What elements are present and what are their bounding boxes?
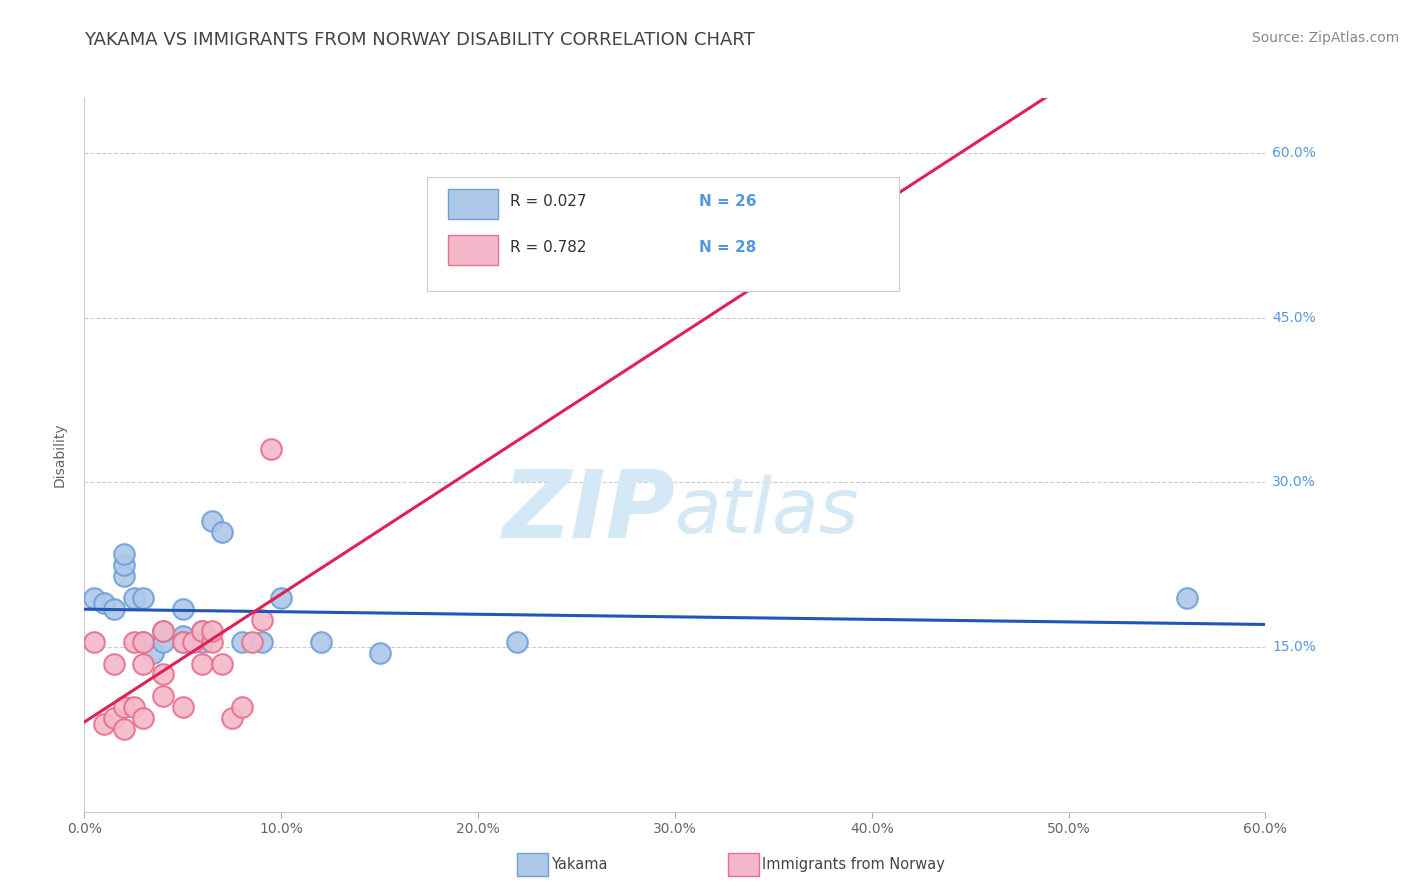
Point (122, 634, 145, 648)
Point (172, 601, 194, 615)
Point (191, 634, 214, 648)
Point (112, 558, 135, 572)
Point (152, 624, 174, 638)
Text: Yakama: Yakama (551, 857, 607, 871)
Point (231, 700, 253, 714)
Point (250, 613, 273, 627)
Text: YAKAMA VS IMMIGRANTS FROM NORWAY DISABILITY CORRELATION CHART: YAKAMA VS IMMIGRANTS FROM NORWAY DISABIL… (84, 31, 755, 49)
Point (83, 634, 105, 648)
Point (201, 634, 224, 648)
Point (172, 634, 194, 648)
Point (191, 624, 214, 638)
Text: ZIP: ZIP (502, 466, 675, 558)
Point (191, 624, 214, 638)
Point (250, 634, 273, 648)
Point (270, 591, 292, 605)
Point (132, 634, 155, 648)
Point (93, 717, 115, 731)
Text: Source: ZipAtlas.com: Source: ZipAtlas.com (1251, 31, 1399, 45)
Point (112, 723, 135, 737)
Point (93, 596, 115, 610)
Point (172, 700, 194, 714)
Point (201, 624, 224, 638)
Point (122, 591, 145, 605)
Point (191, 657, 214, 671)
Text: 60.0%: 60.0% (1272, 146, 1316, 160)
Point (240, 634, 263, 648)
Text: atlas: atlas (675, 475, 859, 549)
FancyBboxPatch shape (449, 189, 498, 219)
Point (181, 634, 204, 648)
Point (132, 634, 155, 648)
Point (142, 646, 165, 660)
Point (103, 601, 125, 615)
Point (112, 700, 135, 714)
Point (506, 634, 529, 648)
Y-axis label: Disability: Disability (52, 423, 66, 487)
Point (211, 657, 233, 671)
FancyBboxPatch shape (427, 177, 900, 291)
Point (112, 568, 135, 582)
Point (260, 442, 283, 457)
Text: N = 26: N = 26 (699, 194, 756, 209)
Point (172, 634, 194, 648)
Point (309, 634, 332, 648)
Point (152, 667, 174, 681)
Point (103, 711, 125, 725)
Text: N = 28: N = 28 (699, 241, 756, 255)
Point (221, 711, 243, 725)
Point (122, 700, 145, 714)
Point (821, 218, 844, 232)
Point (172, 629, 194, 643)
Point (132, 657, 155, 671)
Point (152, 690, 174, 704)
Point (152, 624, 174, 638)
Point (152, 634, 174, 648)
Point (1175, 591, 1198, 605)
Point (132, 591, 155, 605)
Point (103, 657, 125, 671)
Text: R = 0.782: R = 0.782 (509, 241, 586, 255)
Point (132, 711, 155, 725)
Point (368, 646, 391, 660)
Text: 15.0%: 15.0% (1272, 640, 1316, 654)
Point (201, 514, 224, 528)
Text: R = 0.027: R = 0.027 (509, 194, 586, 209)
Text: 30.0%: 30.0% (1272, 475, 1316, 490)
Point (83, 591, 105, 605)
Point (211, 524, 233, 539)
Point (112, 547, 135, 561)
FancyBboxPatch shape (449, 235, 498, 265)
Text: Immigrants from Norway: Immigrants from Norway (762, 857, 945, 871)
Text: 45.0%: 45.0% (1272, 310, 1316, 325)
Point (231, 634, 253, 648)
